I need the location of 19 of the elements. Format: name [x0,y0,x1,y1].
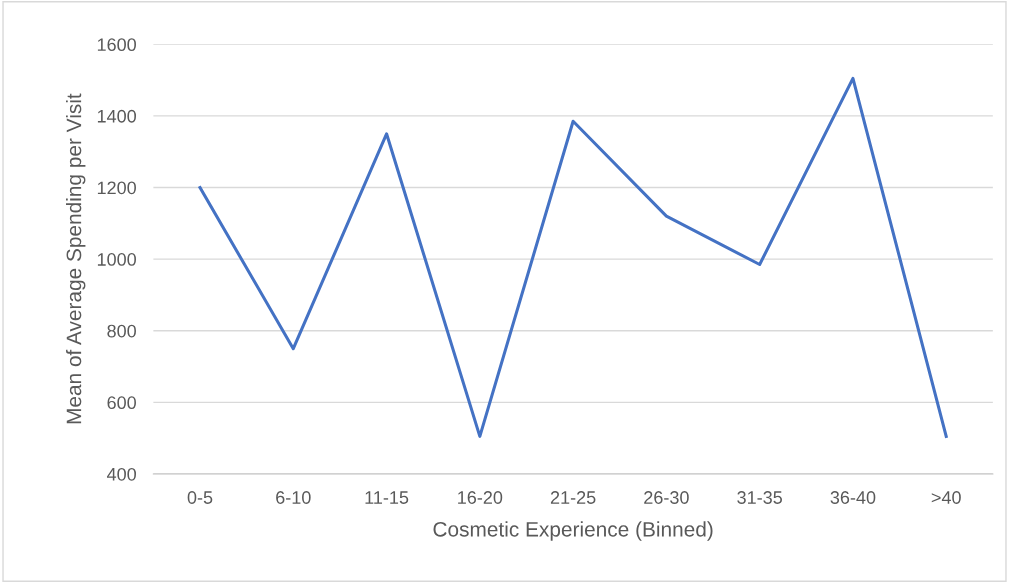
x-axis-title: Cosmetic Experience (Binned) [433,521,713,541]
y-tick-label: 400 [106,467,136,481]
x-tick-label: 0-5 [187,491,213,504]
y-tick-label: 1400 [97,109,136,123]
x-tick-label: 21-25 [550,491,596,504]
x-tick-label: 36-40 [830,491,876,504]
x-tick-label: 6-10 [276,491,311,504]
x-tick-label: 16-20 [458,491,503,504]
y-axis-title: Mean of Average Spending per Visit [66,93,86,424]
y-tick-label: 1200 [97,181,136,195]
x-tick-label: 26-30 [644,491,689,504]
y-tick-label: 600 [107,396,136,410]
x-tick-label: >40 [931,491,961,504]
x-tick-label: 11-15 [365,491,409,504]
y-tick-label: 1000 [97,253,136,266]
y-tick-label: 1600 [97,38,136,52]
x-tick-label: 31-35 [737,491,782,504]
line-series [198,76,948,438]
y-tick-label: 800 [107,324,136,338]
